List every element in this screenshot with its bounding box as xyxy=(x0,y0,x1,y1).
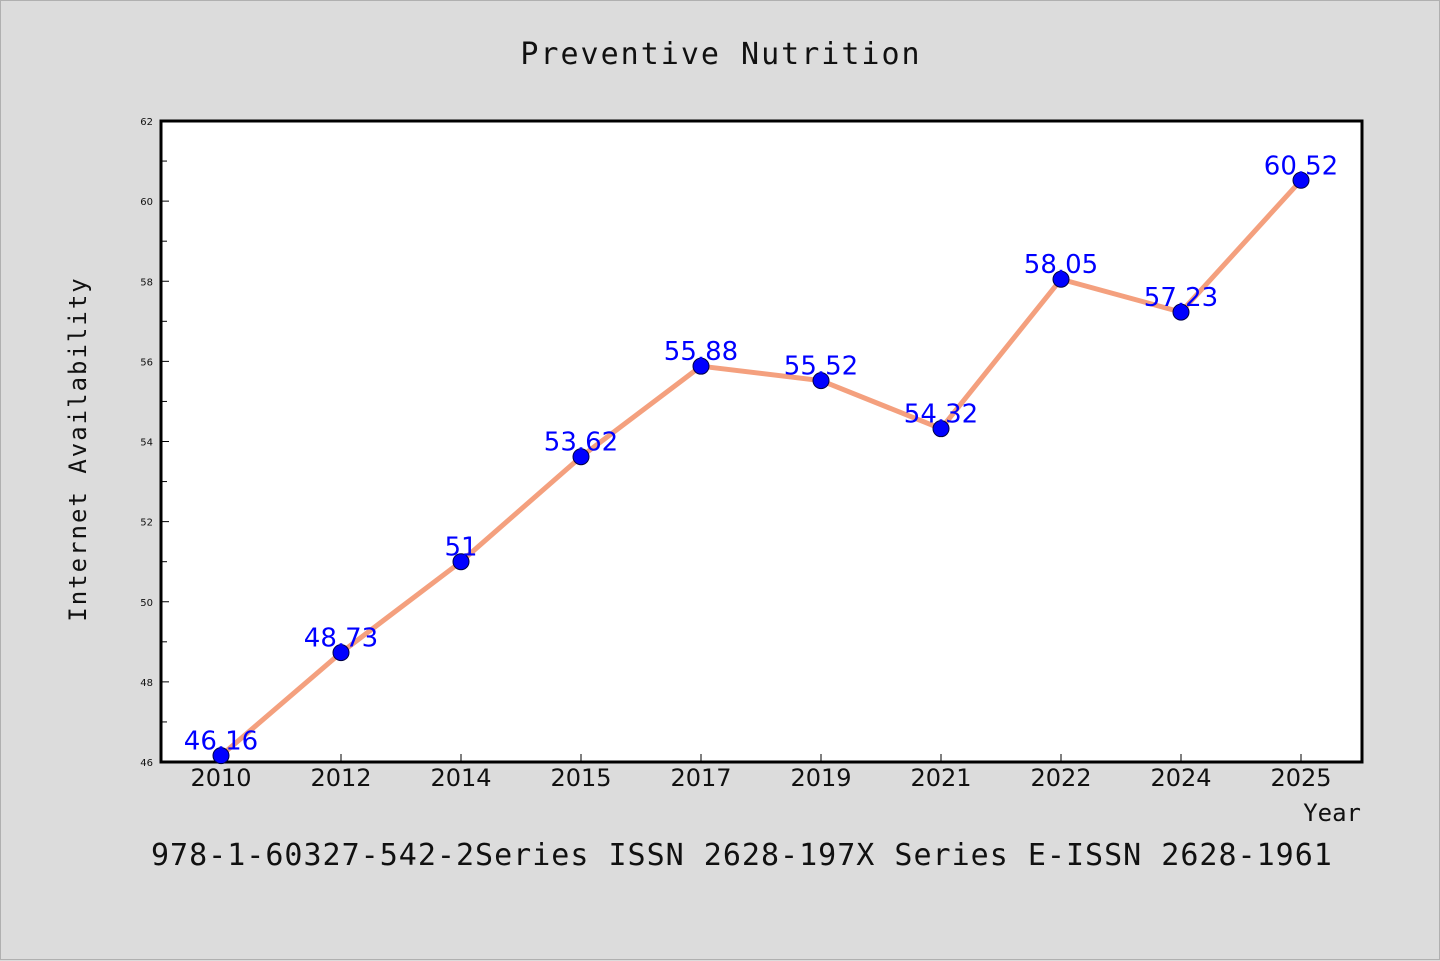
footer-isbn-issn: 978-1-60327-542-2Series ISSN 2628-197X S… xyxy=(151,838,1333,873)
series-line xyxy=(219,178,1303,758)
y-axis: 46 48 50 52 54 56 58 60 62 xyxy=(140,117,169,769)
data-label: 60.52 xyxy=(1264,151,1338,181)
y-tick-label: 60 xyxy=(140,197,153,208)
data-label: 48.73 xyxy=(304,624,378,654)
x-tick-label: 2024 xyxy=(1150,764,1211,792)
y-axis-label: Internet Availability xyxy=(64,276,92,621)
series-layer: 46.16 48.73 51 53.62 55.88 55.52 54.32 58.05 57.… xyxy=(184,151,1338,765)
y-tick-label: 48 xyxy=(140,678,153,689)
data-point xyxy=(332,644,350,662)
x-tick-label: 2012 xyxy=(310,764,371,792)
chart-title: Preventive Nutrition xyxy=(520,37,921,72)
x-tick-label: 2014 xyxy=(430,764,491,792)
y-tick-label: 50 xyxy=(140,598,153,609)
x-tick-label: 2021 xyxy=(910,764,971,792)
data-label: 55.52 xyxy=(784,352,858,382)
data-point xyxy=(1172,303,1190,321)
x-axis: 2010 2012 2014 2015 2017 2019 2021 2022 2024 2025 xyxy=(190,754,1332,792)
data-point xyxy=(692,357,710,375)
data-point xyxy=(572,448,590,466)
y-tick-label: 46 xyxy=(140,758,153,769)
data-label: 54.32 xyxy=(904,400,978,430)
plot-area xyxy=(159,119,1364,764)
data-label: 58.05 xyxy=(1024,250,1098,280)
data-point xyxy=(932,420,950,438)
y-tick-label: 58 xyxy=(140,277,153,288)
y-tick-label: 54 xyxy=(140,438,153,449)
data-point xyxy=(1292,171,1310,189)
y-tick-label: 56 xyxy=(140,357,153,368)
data-label: 57.23 xyxy=(1144,283,1218,313)
x-tick-label: 2019 xyxy=(790,764,851,792)
data-label: 55.88 xyxy=(664,337,738,367)
data-label: 46.16 xyxy=(184,727,258,757)
x-tick-label: 2017 xyxy=(670,764,731,792)
x-tick-label: 2025 xyxy=(1270,764,1331,792)
y-tick-label: 52 xyxy=(140,518,153,529)
x-tick-label: 2015 xyxy=(550,764,611,792)
data-label: 53.62 xyxy=(544,428,618,458)
x-axis-label: Year xyxy=(1303,799,1361,827)
data-point xyxy=(1052,270,1070,288)
data-point xyxy=(452,553,470,571)
data-label: 51 xyxy=(444,533,477,563)
data-point xyxy=(812,372,830,390)
x-tick-label: 2022 xyxy=(1030,764,1091,792)
data-point xyxy=(212,747,230,765)
y-tick-label: 62 xyxy=(140,117,153,128)
x-tick-label: 2010 xyxy=(190,764,251,792)
